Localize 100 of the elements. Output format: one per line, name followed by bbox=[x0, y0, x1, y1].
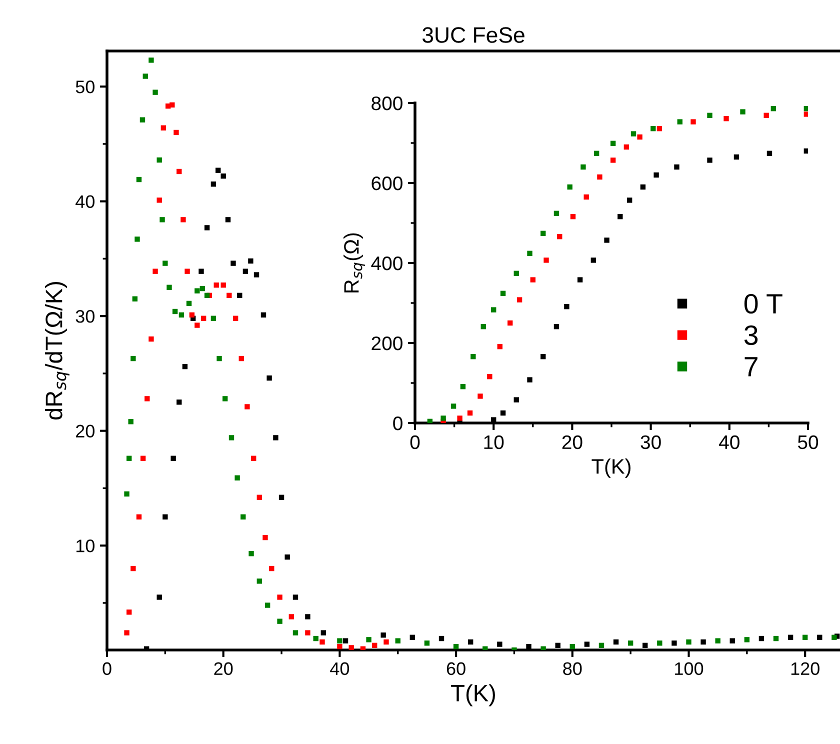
point bbox=[526, 644, 532, 650]
point bbox=[514, 270, 519, 276]
point bbox=[730, 638, 735, 644]
point bbox=[618, 214, 623, 220]
point bbox=[584, 194, 589, 200]
point bbox=[305, 630, 310, 636]
point bbox=[128, 419, 134, 424]
point bbox=[262, 534, 268, 540]
point bbox=[686, 639, 692, 645]
point bbox=[140, 117, 146, 122]
point bbox=[136, 514, 142, 520]
point bbox=[788, 634, 794, 640]
x-tick-label: 20 bbox=[562, 435, 582, 450]
y-tick-label: 200 bbox=[372, 336, 402, 350]
point bbox=[256, 494, 262, 500]
point bbox=[744, 637, 750, 642]
point bbox=[637, 134, 642, 140]
point bbox=[292, 594, 298, 600]
point bbox=[292, 630, 298, 636]
point bbox=[178, 312, 184, 318]
point bbox=[640, 184, 646, 190]
point bbox=[516, 297, 522, 302]
point bbox=[216, 168, 221, 173]
point bbox=[216, 356, 222, 362]
point bbox=[594, 150, 600, 156]
point bbox=[624, 144, 630, 150]
point bbox=[194, 322, 200, 328]
point bbox=[707, 158, 712, 163]
point bbox=[540, 354, 546, 360]
x-tick-label: 30 bbox=[640, 435, 661, 450]
point bbox=[132, 296, 138, 302]
point bbox=[672, 640, 677, 646]
point bbox=[457, 416, 462, 421]
point bbox=[497, 344, 502, 350]
point bbox=[136, 176, 142, 182]
point bbox=[200, 286, 206, 292]
point bbox=[266, 375, 272, 381]
point bbox=[222, 396, 228, 402]
point bbox=[237, 292, 242, 298]
legend-label: 3 bbox=[744, 325, 758, 346]
point bbox=[264, 602, 270, 608]
point bbox=[126, 456, 132, 461]
point bbox=[514, 397, 519, 402]
point bbox=[254, 272, 260, 278]
point bbox=[580, 164, 586, 170]
y-axis-title: dR$_{sq}$/dT(Ω/K) bbox=[45, 282, 70, 420]
x-tick-label: 0 bbox=[102, 662, 112, 676]
point bbox=[491, 307, 496, 312]
point bbox=[468, 639, 474, 645]
point bbox=[160, 125, 166, 130]
y-tick-label: 400 bbox=[371, 256, 402, 270]
point bbox=[802, 634, 808, 640]
point bbox=[130, 356, 136, 362]
point bbox=[251, 456, 256, 461]
point bbox=[305, 614, 310, 620]
point bbox=[544, 258, 549, 263]
point bbox=[220, 282, 226, 288]
point bbox=[804, 106, 808, 112]
point bbox=[555, 642, 560, 648]
point bbox=[256, 578, 262, 584]
point bbox=[210, 316, 216, 321]
point bbox=[650, 126, 656, 132]
point bbox=[554, 324, 560, 330]
point bbox=[337, 638, 342, 644]
point bbox=[189, 312, 195, 318]
point bbox=[598, 642, 604, 648]
point bbox=[491, 417, 496, 422]
point bbox=[482, 646, 488, 650]
point bbox=[144, 396, 150, 402]
point bbox=[288, 614, 294, 620]
point bbox=[715, 638, 720, 644]
point bbox=[134, 236, 140, 242]
point bbox=[604, 238, 610, 243]
point bbox=[700, 639, 706, 645]
point bbox=[427, 418, 433, 423]
y-tick-label: 50 bbox=[76, 80, 94, 94]
point bbox=[156, 594, 162, 600]
point bbox=[204, 225, 210, 230]
point bbox=[597, 174, 602, 180]
point bbox=[126, 610, 132, 615]
point bbox=[148, 336, 154, 342]
point bbox=[770, 106, 776, 112]
point bbox=[148, 58, 154, 63]
point bbox=[554, 210, 560, 216]
point bbox=[424, 640, 430, 646]
x-tick-label: 60 bbox=[446, 662, 466, 676]
x-tick-label: 80 bbox=[563, 662, 582, 676]
point bbox=[248, 258, 254, 264]
x-tick-label: 20 bbox=[214, 662, 233, 676]
point bbox=[194, 288, 200, 294]
point bbox=[656, 126, 662, 132]
point bbox=[630, 131, 636, 136]
point bbox=[186, 300, 192, 306]
y-tick-label: 10 bbox=[76, 540, 94, 552]
point bbox=[226, 292, 232, 298]
x-tick-label: 50 bbox=[798, 435, 818, 450]
point bbox=[470, 354, 476, 360]
point bbox=[480, 324, 486, 330]
point bbox=[348, 645, 354, 650]
point bbox=[152, 90, 158, 95]
